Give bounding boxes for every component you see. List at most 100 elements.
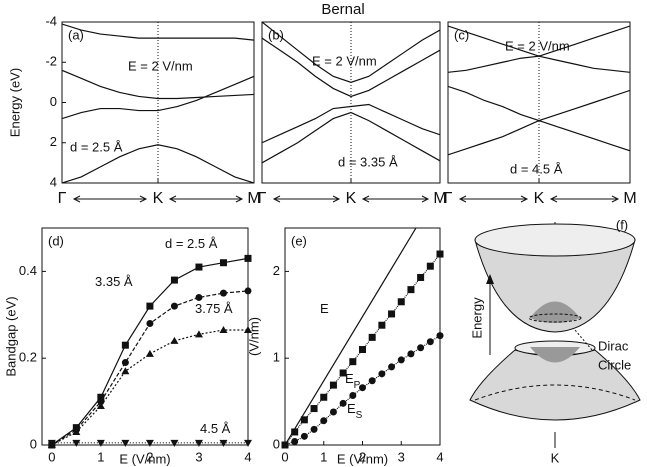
series-line (262, 111, 440, 164)
annotation: d = 2.5 Å (70, 139, 123, 154)
annotation: d = 4.5 Å (510, 161, 563, 176)
series-label: ES (347, 401, 363, 420)
marker (378, 370, 386, 378)
marker (195, 293, 203, 301)
marker (388, 363, 396, 371)
energy-label: Energy (469, 297, 484, 339)
marker (407, 286, 415, 294)
series-name: 3.75 Å (195, 301, 233, 316)
x-tick-label: M (433, 190, 446, 207)
x-tick-label: M (623, 190, 636, 207)
y-axis-label: Bandgap (eV) (3, 296, 18, 376)
series-name: E (320, 301, 329, 316)
arrow (72, 195, 148, 203)
dirac-label: Circle (598, 357, 631, 372)
marker (329, 381, 337, 389)
x-axis-label: E (V/nm) (337, 451, 388, 466)
arrow (458, 195, 529, 203)
dirac-label: Dirac (598, 338, 629, 353)
x-axis-label: E (V/nm) (119, 451, 170, 466)
arrow (549, 195, 620, 203)
y-tick-label: 2 (50, 134, 57, 149)
marker (195, 263, 203, 271)
marker (281, 441, 289, 449)
marker (359, 346, 366, 354)
marker (426, 338, 434, 346)
y-axis-label: (V/nm) (246, 317, 261, 356)
x-tick-label: 3 (195, 449, 202, 464)
y-tick-label: 0 (273, 436, 280, 451)
upper-cone (474, 239, 636, 333)
x-tick-label: Γ (444, 190, 453, 207)
marker (417, 273, 425, 281)
marker (349, 358, 357, 366)
upper-dirac-circle (528, 313, 582, 323)
marker (378, 321, 386, 329)
series-line (262, 37, 440, 98)
series-line (448, 89, 630, 156)
marker (72, 427, 81, 435)
series-label: 3.75 Å (195, 301, 233, 316)
x-tick-label: 1 (97, 449, 104, 464)
series-label: d = 2.5 Å (165, 236, 218, 251)
marker (244, 325, 252, 333)
series-line (285, 335, 440, 445)
marker (121, 359, 129, 367)
marker (96, 439, 105, 447)
series-name-sub: S (356, 410, 363, 421)
x-tick-label: 3 (398, 449, 405, 464)
marker (320, 417, 328, 425)
marker (72, 439, 81, 447)
marker (397, 298, 405, 306)
marker (436, 332, 444, 340)
annotation: E = 2 V/nm (312, 53, 377, 68)
y-axis-label: Energy (eV) (7, 68, 22, 137)
marker (121, 367, 130, 375)
x-tick-label: 0 (281, 449, 288, 464)
dirac-diagram: (f) Energy Dirac Circle K (469, 217, 641, 465)
series-label: 4.5 Å (200, 421, 231, 436)
series-line (62, 69, 254, 100)
x-tick-label: Γ (58, 190, 67, 207)
arrow (168, 195, 244, 203)
annotation: E = 2 V/nm (505, 38, 570, 53)
marker (310, 405, 318, 413)
y-tick-label: -2 (45, 54, 57, 69)
marker (170, 336, 179, 344)
marker (145, 349, 154, 357)
x-tick-label: 4 (436, 449, 443, 464)
marker (300, 416, 308, 424)
marker (121, 341, 129, 349)
marker (244, 254, 252, 262)
lower-dirac-cap (530, 347, 580, 363)
x-tick-label: 4 (244, 449, 251, 464)
series-line (262, 22, 440, 84)
marker (436, 250, 444, 258)
marker (407, 350, 415, 358)
marker (320, 393, 328, 401)
panel-label: (f) (616, 217, 628, 232)
x-tick-label: M (247, 190, 260, 207)
series-label: E (320, 301, 329, 316)
y-tick-label: 0 (30, 436, 37, 451)
series-label: EP (345, 371, 361, 390)
panel-label: (a) (68, 27, 84, 42)
x-tick-label: 0 (48, 449, 55, 464)
marker (146, 319, 154, 327)
series-name-sub: P (354, 380, 361, 391)
x-tick-label: Γ (258, 190, 267, 207)
marker (219, 325, 228, 333)
x-tick-label: 2 (146, 449, 153, 464)
dirac-pointer (574, 329, 593, 351)
series-line (448, 25, 630, 73)
marker (97, 398, 105, 406)
x-tick-label: K (534, 190, 545, 207)
marker (300, 432, 308, 440)
annotation: d = 3.35 Å (338, 154, 398, 169)
marker (244, 439, 252, 447)
y-tick-label: 0 (50, 94, 57, 109)
series-line (285, 228, 417, 445)
series-line (62, 23, 254, 41)
series-line (62, 144, 254, 183)
